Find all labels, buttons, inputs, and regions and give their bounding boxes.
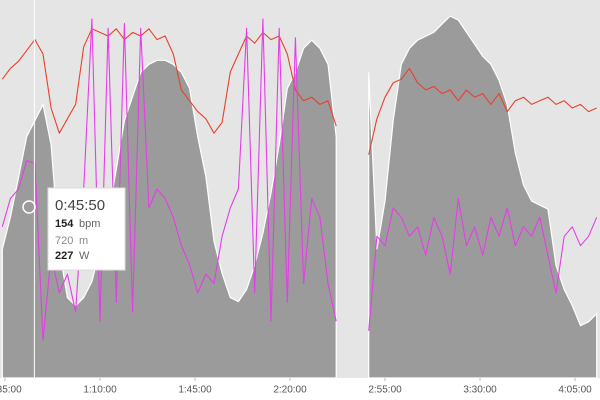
tooltip-unit: W bbox=[79, 250, 90, 262]
tooltip-time: 0:45:50 bbox=[55, 197, 105, 214]
x-tick-label: 2:20:00 bbox=[273, 385, 307, 396]
x-tick-label: 1:10:00 bbox=[83, 385, 117, 396]
x-tick-label: 1:45:00 bbox=[178, 385, 212, 396]
tooltip-value: 720 bbox=[55, 235, 73, 247]
x-axis: 0:35:00 1:10:00 1:45:00 2:20:00 2:55:00 3:30:… bbox=[0, 378, 592, 396]
area bbox=[1, 15, 598, 379]
tooltip-box bbox=[47, 187, 126, 271]
tooltip-value: 154 bbox=[55, 218, 74, 230]
line bbox=[1, 18, 598, 341]
x-tick-label: 0:35:00 bbox=[0, 385, 22, 396]
tooltip: 0:45:50 154 bpm 720 m 227 W bbox=[22, 187, 126, 271]
x-tick-label: 2:55:00 bbox=[368, 385, 402, 396]
tooltip-unit: bpm bbox=[79, 218, 100, 230]
x-tick-label: 3:30:00 bbox=[463, 385, 497, 396]
axis-background bbox=[0, 378, 600, 400]
x-tick-label: 4:05:00 bbox=[558, 385, 592, 396]
tooltip-value: 227 bbox=[55, 250, 73, 262]
cursor-handle bbox=[22, 200, 36, 214]
line bbox=[1, 28, 597, 155]
plot bbox=[1, 0, 598, 379]
tooltip-unit: m bbox=[79, 235, 88, 247]
